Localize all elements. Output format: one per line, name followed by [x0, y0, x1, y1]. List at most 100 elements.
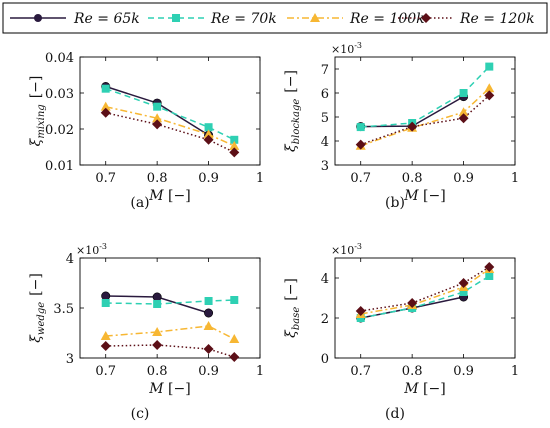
data-point-re100	[229, 334, 240, 343]
scale-factor-label: ×10-3	[76, 242, 107, 257]
x-tick-label: 0.9	[198, 364, 219, 379]
x-axis-label: M [−]	[403, 188, 445, 204]
x-tick-label: 0.9	[198, 171, 219, 186]
data-point-re100	[152, 113, 163, 123]
y-tick-label: 0.03	[45, 87, 74, 102]
legend-entry-re70: Re = 70k	[148, 11, 277, 27]
legend-marker-re65	[34, 14, 42, 22]
series-re120	[100, 107, 240, 158]
series-re100	[100, 321, 240, 343]
data-point-re70	[101, 299, 110, 307]
plot-frame	[334, 56, 516, 166]
data-point-re70	[459, 288, 468, 296]
legend-frame	[2, 2, 548, 34]
series-re70	[101, 84, 239, 144]
x-tick-label: 1	[511, 171, 519, 186]
data-point-re120	[229, 147, 240, 158]
data-point-re120	[458, 278, 469, 288]
plot-frame	[334, 257, 516, 359]
y-tick-label: 3.5	[53, 302, 74, 317]
panel-caption: (c)	[131, 406, 150, 422]
y-tick-label: 0.01	[45, 159, 74, 174]
data-point-re70	[153, 300, 162, 308]
x-axis-label: M [−]	[148, 188, 190, 204]
data-point-re70	[101, 84, 110, 93]
data-point-re120	[355, 139, 366, 150]
data-point-re120	[458, 113, 469, 124]
series-line-re100	[105, 105, 235, 147]
data-point-re120	[229, 352, 240, 362]
legend-label-re70: Re = 70k	[210, 11, 277, 27]
legend-marker-re70	[172, 14, 180, 22]
legend-marker-re120	[421, 13, 431, 23]
data-point-re120	[203, 344, 214, 354]
data-point-re100	[100, 101, 111, 111]
series-line-re70	[360, 66, 490, 128]
data-point-re120	[203, 134, 214, 145]
y-tick-label: 0.02	[45, 123, 74, 138]
series-re120	[355, 262, 495, 316]
legend-label-re65: Re = 65k	[73, 11, 140, 27]
data-point-re120	[484, 90, 495, 101]
panel-caption: (d)	[385, 406, 405, 422]
legend-label-re100: Re = 100k	[349, 11, 425, 27]
data-point-re65	[101, 291, 111, 301]
x-tick-label: 1	[256, 364, 264, 379]
data-point-re120	[100, 341, 111, 351]
data-point-re100	[152, 327, 163, 336]
x-axis-label: M [−]	[148, 381, 190, 397]
legend-entry-re65: Re = 65k	[10, 11, 140, 27]
panel-c: 0.7 0.8 0.9 1 3 3.5 4×10-3 M [−] ξwedge[−] (c)	[28, 242, 264, 422]
legend-marker-re100	[310, 13, 320, 22]
data-point-re70	[485, 62, 494, 71]
series-re120	[355, 90, 495, 150]
series-re120	[100, 340, 240, 362]
y-tick-label: 7	[321, 63, 329, 78]
legend-label-re120: Re = 120k	[459, 11, 535, 27]
data-point-re70	[230, 135, 239, 144]
y-tick-label: 4	[66, 252, 74, 267]
scale-factor-label: ×10-3	[331, 41, 362, 56]
y-tick-label: 3	[66, 352, 74, 367]
panels: 0.7 0.8 0.9 1 0.01 0.02 0.03 0.04 M [−] ξmixing[−…	[28, 41, 519, 422]
y-tick-label: 4	[321, 272, 329, 287]
data-point-re120	[407, 298, 418, 308]
panel-a: 0.7 0.8 0.9 1 0.01 0.02 0.03 0.04 M [−] ξmixing[−…	[28, 51, 264, 211]
y-tick-label: 2	[321, 312, 329, 327]
x-tick-label: 1	[256, 171, 264, 186]
x-tick-label: 0.7	[350, 171, 371, 186]
data-point-re70	[204, 123, 213, 132]
data-point-re70	[204, 297, 213, 305]
y-axis-label: ξbase[−]	[283, 278, 302, 338]
y-tick-label: 0	[321, 352, 329, 367]
x-tick-label: 0.8	[147, 171, 168, 186]
y-axis-label: ξblockage[−]	[283, 70, 302, 152]
series-line-re100	[360, 87, 490, 147]
data-point-re100	[203, 321, 214, 330]
data-point-re70	[153, 102, 162, 111]
x-tick-label: 1	[511, 364, 519, 379]
series-line-re120	[105, 112, 235, 154]
legend: Re = 65k Re = 70k Re = 100k Re = 120k	[2, 2, 548, 34]
series-line-re120	[360, 94, 490, 146]
data-point-re120	[100, 107, 111, 118]
y-axis-label: ξwedge[−]	[28, 273, 47, 343]
panel-b: 0.7 0.8 0.9 1 3 4 5 6 7×10-3 M [−] ξblockage[−] (b)	[283, 41, 519, 211]
legend-entry-re120: Re = 120k	[398, 11, 535, 27]
panel-caption: (a)	[130, 195, 149, 211]
series-re65	[101, 291, 214, 318]
data-point-re70	[230, 296, 239, 304]
data-point-re70	[356, 123, 365, 132]
series-re100	[355, 264, 495, 318]
x-tick-label: 0.9	[453, 171, 474, 186]
data-point-re65	[204, 308, 214, 318]
data-point-re120	[484, 262, 495, 272]
x-tick-label: 0.8	[402, 364, 423, 379]
series-re100	[100, 101, 240, 150]
y-tick-label: 0.04	[45, 51, 74, 66]
series-line-re100	[360, 268, 490, 315]
y-tick-label: 6	[321, 87, 329, 102]
x-tick-label: 0.7	[350, 364, 371, 379]
data-point-re100	[229, 140, 240, 150]
